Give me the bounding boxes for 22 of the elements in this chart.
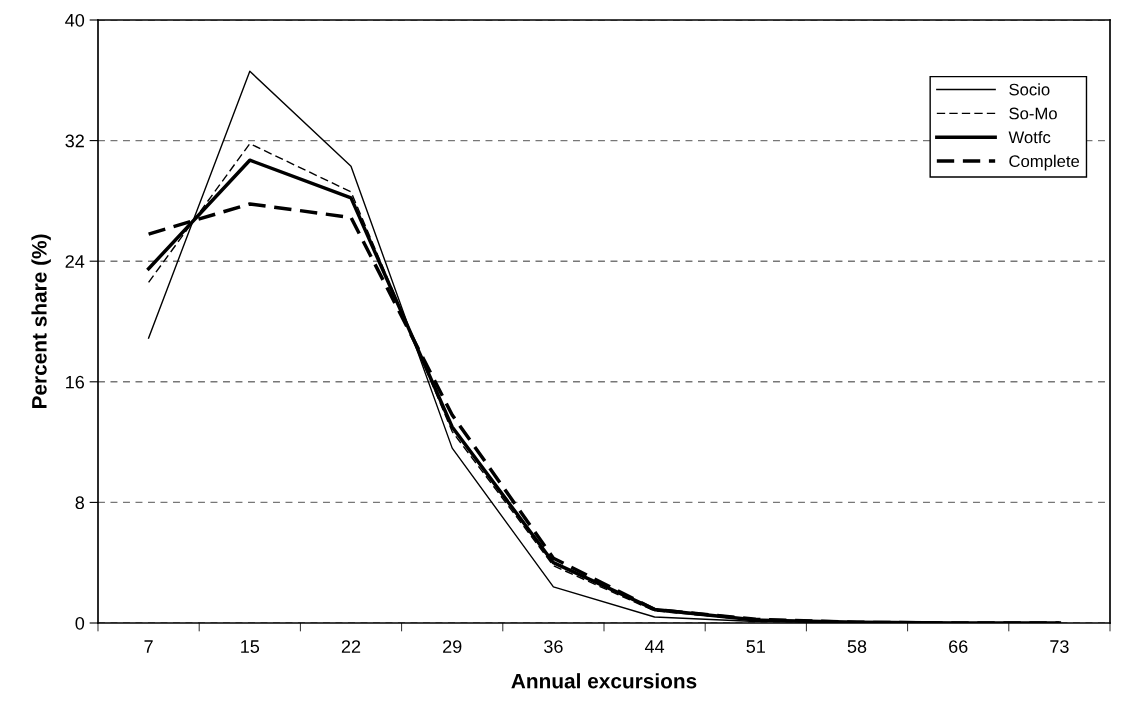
x-tick-label: 44 <box>644 640 665 653</box>
x-tick-label: 29 <box>443 640 462 653</box>
y-tick-label: 32 <box>65 134 84 148</box>
x-axis-title: Annual excursions <box>511 673 697 689</box>
x-tick-label: 73 <box>1050 640 1069 653</box>
legend-label: Complete <box>1009 154 1080 171</box>
legend-label: So-Mo <box>1009 107 1057 120</box>
y-tick-label: 40 <box>65 13 85 27</box>
y-tick-label: 24 <box>65 255 85 268</box>
x-tick-label: 58 <box>847 640 867 653</box>
y-tick-label: 16 <box>66 375 85 389</box>
x-tick-label: 66 <box>949 640 968 653</box>
x-tick-label: 36 <box>544 640 563 653</box>
x-tick-label: 15 <box>241 640 260 653</box>
x-tick-label: 7 <box>144 640 153 653</box>
y-axis-title: Percent share (%) <box>31 234 51 409</box>
y-tick-label: 8 <box>75 496 85 510</box>
legend-label: Socio <box>1009 83 1050 96</box>
legend-label: Wotfc <box>1008 131 1051 144</box>
x-tick-label: 22 <box>341 640 361 653</box>
x-tick-label: 51 <box>746 640 765 653</box>
y-tick-label: 0 <box>75 616 85 630</box>
